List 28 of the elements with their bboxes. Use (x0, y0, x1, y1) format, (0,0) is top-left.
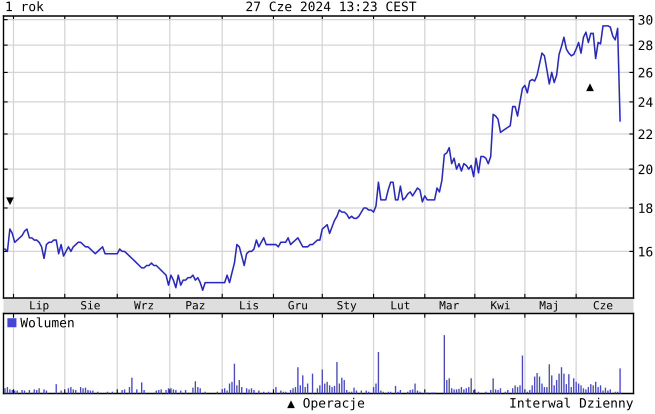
line-series (4, 25, 621, 292)
x-tick-label: Mar (440, 301, 459, 310)
annotation: ▲ (586, 83, 594, 92)
x-tick-label: Cze (594, 301, 612, 310)
y-tick-label: 16 (639, 246, 652, 257)
y-tick-label: 20 (638, 164, 652, 174)
x-tick-label: Paz (186, 301, 204, 310)
x-tick-label: Lut (392, 301, 410, 310)
y-tick-label: 22 (638, 129, 652, 139)
y-tick-label: 24 (638, 97, 653, 107)
x-tick-label: Lis (240, 300, 258, 310)
text: Interwal Dzienny (510, 398, 633, 410)
x-tick-label: Sie (81, 300, 100, 310)
y-tick-label: 26 (638, 68, 652, 78)
x-tick-label: Kwi (491, 300, 510, 310)
x-tick-label: Gru (288, 301, 307, 310)
x-tick-label: Wrz (134, 301, 154, 310)
y-tick-label: 30 (638, 15, 652, 25)
text: ▲ Operacje (287, 398, 364, 410)
chart-subtitle: 27 Cze 2024 13:23 CEST (246, 2, 416, 12)
x-tick-label: Sty (337, 301, 356, 312)
legend-label: Wolumen (20, 317, 74, 328)
chart-title: 1 rok (6, 1, 44, 12)
annotation: ▼ (6, 197, 14, 206)
y-tick-label: 28 (638, 40, 652, 50)
x-tick-label: Maj (540, 300, 557, 312)
y-tick-label: 18 (639, 203, 652, 214)
x-tick-label: Lip (30, 300, 48, 312)
